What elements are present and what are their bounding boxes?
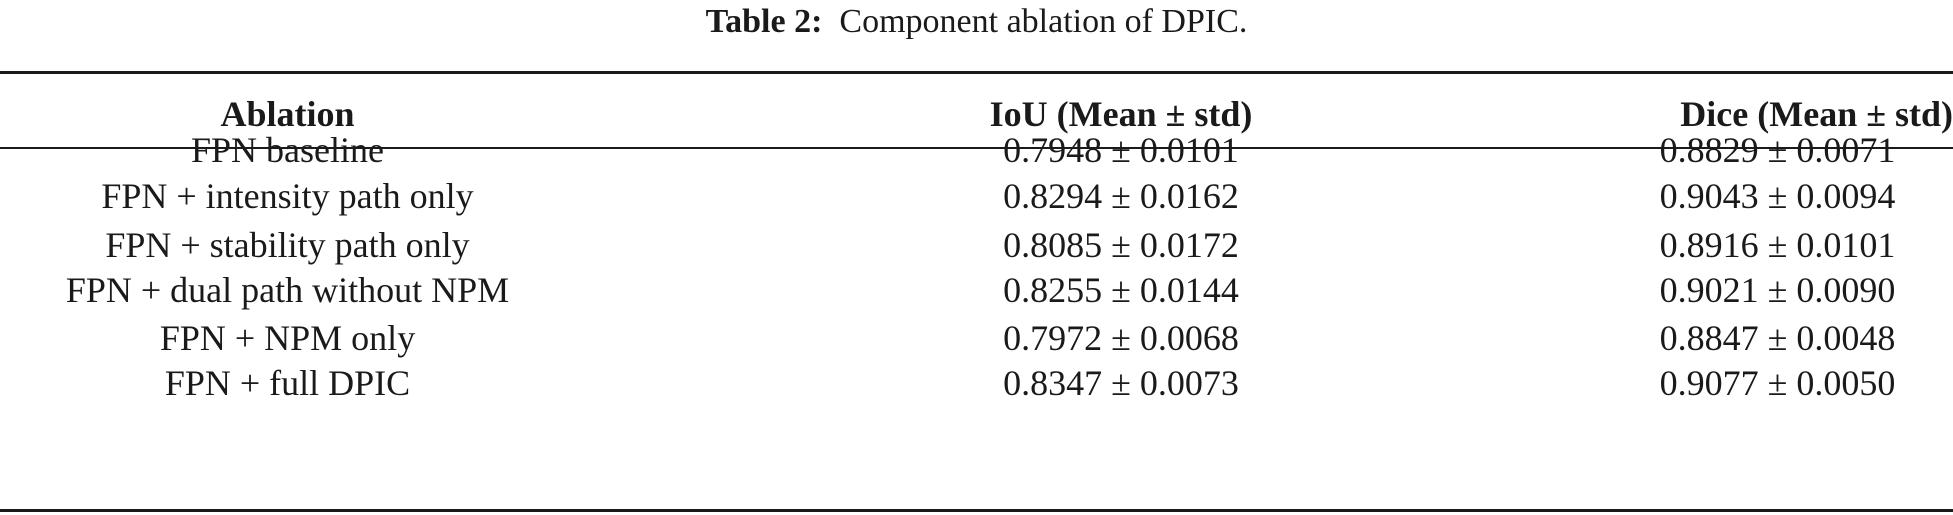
cell-dice: 0.8847 ± 0.0048: [1659, 318, 1896, 358]
header-ablation: Ablation: [220, 94, 355, 134]
cell-dice: 0.9021 ± 0.0090: [1659, 270, 1896, 310]
cell-ablation: FPN + intensity path only: [101, 176, 474, 216]
table-row: FPN + dual path without NPM 0.8255 ± 0.0…: [0, 262, 1953, 318]
table-row: FPN + NPM only 0.7972 ± 0.0068 0.8847 ± …: [0, 310, 1953, 366]
table-row: FPN + stability path only 0.8085 ± 0.017…: [0, 217, 1953, 273]
cell-dice: 0.9043 ± 0.0094: [1659, 176, 1896, 216]
header-iou: IoU (Mean ± std): [989, 94, 1253, 134]
table-row: FPN baseline 0.7948 ± 0.0101 0.8829 ± 0.…: [0, 122, 1953, 178]
cell-dice: 0.8916 ± 0.0101: [1659, 225, 1896, 265]
cell-iou: 0.7972 ± 0.0068: [1003, 318, 1239, 358]
header-dice: Dice (Mean ± std): [1680, 94, 1953, 134]
cell-iou: 0.8347 ± 0.0073: [1003, 363, 1239, 403]
table-row: FPN + intensity path only 0.8294 ± 0.016…: [0, 168, 1953, 224]
table-caption-text: Component ablation of DPIC.: [839, 3, 1248, 40]
table-caption-label: Table 2:: [705, 3, 823, 40]
cell-ablation: FPN + dual path without NPM: [65, 270, 510, 310]
cell-dice: 0.9077 ± 0.0050: [1659, 363, 1896, 403]
cell-iou: 0.8085 ± 0.0172: [1003, 225, 1239, 265]
cell-ablation: FPN + stability path only: [105, 225, 470, 265]
table-top-rule: [0, 71, 1953, 74]
table-bottom-rule: [0, 509, 1953, 512]
cell-ablation: FPN baseline: [191, 130, 384, 170]
cell-ablation: FPN + full DPIC: [164, 363, 411, 403]
cell-ablation: FPN + NPM only: [159, 318, 416, 358]
cell-iou: 0.7948 ± 0.0101: [1003, 130, 1239, 170]
table-row: FPN + full DPIC 0.8347 ± 0.0073 0.9077 ±…: [0, 355, 1953, 411]
table-header-row: Ablation IoU (Mean ± std) Dice (Mean ± s…: [0, 86, 1953, 142]
table-header-rule: [0, 147, 1953, 149]
table-caption: Table 2: Component ablation of DPIC.: [0, 0, 1953, 44]
cell-iou: 0.8294 ± 0.0162: [1003, 176, 1239, 216]
cell-iou: 0.8255 ± 0.0144: [1003, 270, 1239, 310]
cell-dice: 0.8829 ± 0.0071: [1659, 130, 1896, 170]
